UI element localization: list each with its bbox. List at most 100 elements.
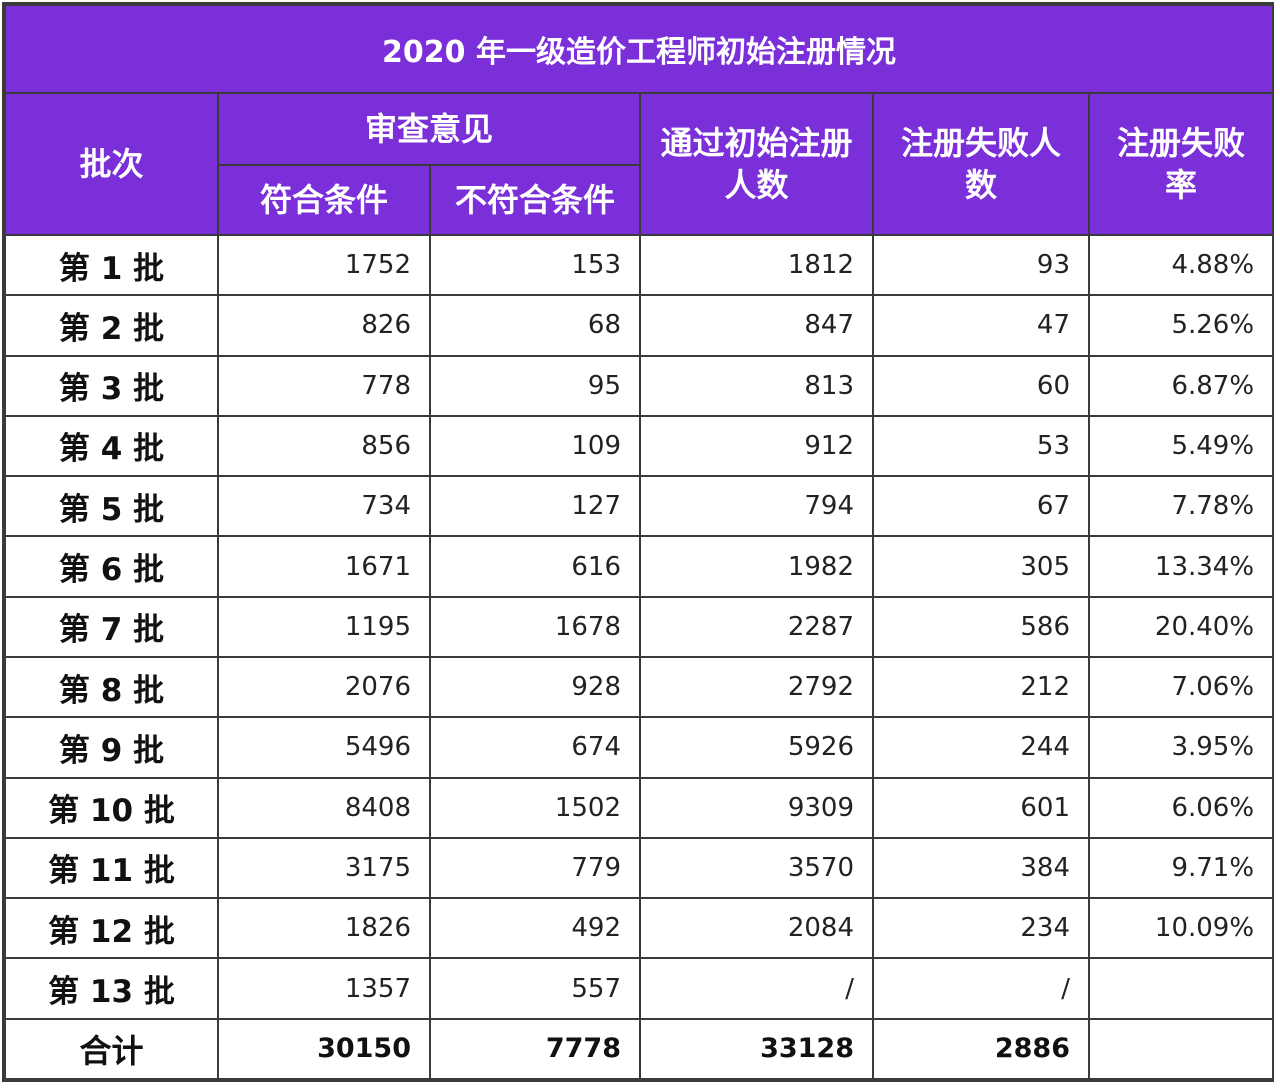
cell-passed: 5926 [639,716,874,779]
cell-total-qualified: 30150 [217,1017,431,1081]
cell-rate: 5.26% [1087,294,1275,357]
cell-failed: 601 [872,776,1090,839]
cell-rate: 13.34% [1087,535,1275,598]
cell-unqualified: 95 [429,354,641,417]
table-row: 第 2 批 826 68 847 47 5.26% [4,294,1275,357]
cell-failed: 305 [872,535,1090,598]
cell-passed: 3570 [639,836,874,900]
cell-qualified: 1671 [217,535,431,598]
cell-failed: 67 [872,475,1090,538]
table-total-row: 合计 30150 7778 33128 2886 [4,1017,1275,1081]
cell-qualified: 3175 [217,836,431,900]
cell-qualified: 826 [217,294,431,357]
cell-passed: 794 [639,475,874,538]
cell-rate [1087,957,1275,1020]
cell-total-rate [1087,1017,1275,1081]
cell-unqualified: 109 [429,414,641,478]
table-row: 第 7 批 1195 1678 2287 586 20.40% [4,595,1275,658]
table-row: 第 13 批 1357 557 / / [4,957,1275,1020]
cell-rate: 6.87% [1087,354,1275,417]
header-rate: 注册失败 率 [1087,92,1275,236]
cell-batch: 第 5 批 [4,475,219,538]
cell-qualified: 2076 [217,655,431,719]
cell-passed: 1982 [639,535,874,598]
cell-unqualified: 153 [429,233,641,297]
header-failed: 注册失败人 数 [872,92,1090,236]
cell-batch: 第 3 批 [4,354,219,417]
cell-batch: 第 1 批 [4,233,219,297]
cell-unqualified: 779 [429,836,641,900]
cell-rate: 20.40% [1087,595,1275,658]
cell-batch: 第 7 批 [4,595,219,658]
header-failed-line2: 数 [964,166,997,204]
cell-batch: 第 10 批 [4,776,219,839]
cell-rate: 7.78% [1087,475,1275,538]
cell-rate: 3.95% [1087,716,1275,779]
header-passed-line2: 人数 [724,166,789,204]
cell-qualified: 778 [217,354,431,417]
table-title: 2020 年一级造价工程师初始注册情况 [3,4,1275,94]
cell-passed: 813 [639,354,874,417]
cell-failed: 234 [872,897,1090,960]
cell-passed: 2084 [639,897,874,960]
cell-rate: 9.71% [1087,836,1275,900]
header-batch: 批次 [4,92,219,236]
header-review: 审查意见 [217,92,641,166]
cell-unqualified: 1502 [429,776,641,839]
table-row: 第 12 批 1826 492 2084 234 10.09% [4,897,1275,960]
header-rate-line2: 率 [1165,166,1198,204]
cell-passed: 912 [639,414,874,478]
cell-rate: 7.06% [1087,655,1275,719]
table-row: 第 1 批 1752 153 1812 93 4.88% [4,233,1275,297]
cell-qualified: 734 [217,475,431,538]
cell-failed: / [872,957,1090,1020]
cell-passed: 2287 [639,595,874,658]
table-row: 第 3 批 778 95 813 60 6.87% [4,354,1275,417]
cell-batch: 第 8 批 [4,655,219,719]
cell-batch: 第 2 批 [4,294,219,357]
cell-passed: 847 [639,294,874,357]
cell-batch: 第 11 批 [4,836,219,900]
cell-batch: 第 9 批 [4,716,219,779]
cell-failed: 53 [872,414,1090,478]
cell-failed: 244 [872,716,1090,779]
header-unqualified: 不符合条件 [429,164,641,236]
table-row: 第 8 批 2076 928 2792 212 7.06% [4,655,1275,719]
cell-unqualified: 492 [429,897,641,960]
table-row: 第 10 批 8408 1502 9309 601 6.06% [4,776,1275,839]
cell-qualified: 8408 [217,776,431,839]
cell-failed: 93 [872,233,1090,297]
cell-failed: 212 [872,655,1090,719]
header-qualified: 符合条件 [217,164,431,236]
cell-passed: 1812 [639,233,874,297]
cell-rate: 10.09% [1087,897,1275,960]
cell-passed: 9309 [639,776,874,839]
cell-unqualified: 674 [429,716,641,779]
cell-failed: 384 [872,836,1090,900]
cell-qualified: 856 [217,414,431,478]
cell-total-unqualified: 7778 [429,1017,641,1081]
cell-rate: 5.49% [1087,414,1275,478]
cell-passed: 2792 [639,655,874,719]
table-row: 第 9 批 5496 674 5926 244 3.95% [4,716,1275,779]
cell-unqualified: 68 [429,294,641,357]
cell-batch: 第 12 批 [4,897,219,960]
cell-unqualified: 127 [429,475,641,538]
table-row: 第 4 批 856 109 912 53 5.49% [4,414,1275,478]
cell-unqualified: 928 [429,655,641,719]
cell-unqualified: 557 [429,957,641,1020]
cell-rate: 4.88% [1087,233,1275,297]
table-row: 第 6 批 1671 616 1982 305 13.34% [4,535,1275,598]
table-row: 第 11 批 3175 779 3570 384 9.71% [4,836,1275,900]
cell-total-passed: 33128 [639,1017,874,1081]
cell-total-label: 合计 [4,1017,219,1081]
cell-qualified: 1195 [217,595,431,658]
cell-failed: 60 [872,354,1090,417]
cell-unqualified: 616 [429,535,641,598]
header-rate-line1: 注册失败 [1117,124,1246,162]
header-failed-line1: 注册失败人 [900,124,1061,162]
header-passed-line1: 通过初始注册 [660,124,853,162]
cell-qualified: 5496 [217,716,431,779]
table-row: 第 5 批 734 127 794 67 7.78% [4,475,1275,538]
